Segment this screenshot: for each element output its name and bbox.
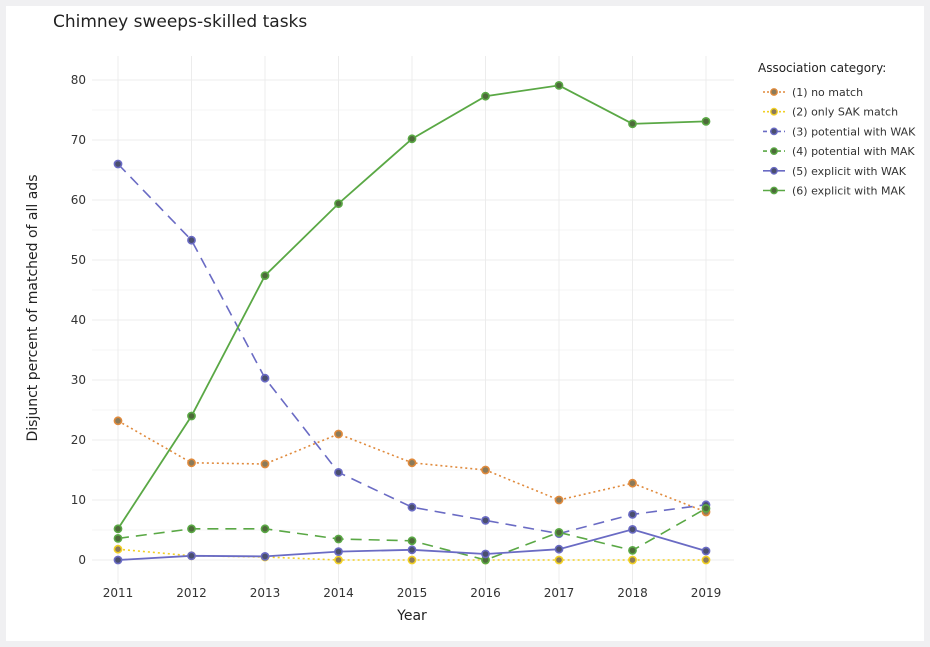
- data-point: [407, 545, 417, 555]
- y-tick-label: 20: [71, 433, 86, 447]
- legend-marker: [770, 127, 778, 136]
- data-point: [113, 555, 123, 565]
- data-point: [628, 555, 637, 565]
- y-tick-label: 50: [71, 253, 86, 267]
- data-point: [407, 502, 417, 512]
- data-point: [260, 271, 270, 280]
- series-line: [117, 548, 706, 561]
- data-point: [113, 534, 123, 543]
- data-point: [554, 528, 564, 537]
- data-point: [187, 411, 196, 421]
- data-point: [334, 199, 343, 208]
- x-tick-label: 2018: [617, 586, 648, 600]
- data-point: [628, 546, 637, 555]
- legend-label: (1) no match: [792, 86, 863, 99]
- data-point: [113, 416, 123, 426]
- x-tick-label: 2019: [691, 586, 722, 600]
- y-tick-labels: 0 10 20 30 40 50 60 70 80: [71, 73, 86, 567]
- legend-label: (4) potential with MAK: [792, 145, 915, 158]
- data-point: [334, 534, 343, 544]
- legend-marker: [770, 166, 778, 175]
- data-point: [701, 555, 711, 565]
- data-point: [407, 134, 417, 144]
- data-point: [628, 119, 637, 129]
- y-tick-label: 70: [71, 133, 86, 147]
- data-point: [334, 547, 343, 556]
- legend-label: (2) only SAK match: [792, 106, 898, 119]
- x-tick-label: 2013: [250, 586, 281, 600]
- data-point: [701, 503, 711, 513]
- data-point: [554, 555, 564, 565]
- chart-panel: Chimney sweeps-skilled tasks 0 10 20 30 40 50…: [6, 6, 924, 641]
- legend-marker: [770, 107, 778, 116]
- data-point: [113, 524, 123, 534]
- legend-label: (6) explicit with MAK: [792, 185, 906, 198]
- data-point: [113, 544, 123, 554]
- data-point: [481, 549, 490, 559]
- y-tick-label: 0: [78, 553, 86, 567]
- data-point: [407, 555, 417, 565]
- y-axis-title: Disjunct percent of matched of all ads: [25, 175, 41, 442]
- data-point: [187, 551, 196, 561]
- data-point: [334, 555, 343, 565]
- x-tick-label: 2017: [544, 586, 575, 600]
- x-axis-title: Year: [396, 608, 427, 624]
- legend-label: (5) explicit with WAK: [792, 165, 907, 178]
- data-point: [187, 524, 196, 534]
- legend-items: (1) no match (2) only SAK match (3) potent…: [763, 86, 916, 198]
- data-point: [628, 478, 637, 488]
- data-point: [113, 159, 123, 169]
- data-point: [260, 373, 270, 383]
- x-tick-label: 2011: [103, 586, 134, 600]
- legend: Association category: (1) no match (2) on…: [758, 61, 916, 198]
- legend-label: (3) potential with WAK: [792, 125, 916, 138]
- y-tick-label: 30: [71, 373, 86, 387]
- x-tick-labels: 2011 2012 2013 2014 2015 2016 2017 2018 2019: [103, 586, 722, 600]
- data-point: [260, 524, 270, 534]
- x-tick-label: 2015: [397, 586, 428, 600]
- data-point: [554, 81, 564, 90]
- legend-title: Association category:: [758, 61, 886, 75]
- legend-marker: [770, 147, 778, 156]
- y-tick-label: 80: [71, 73, 86, 87]
- data-point: [481, 516, 490, 525]
- y-tick-label: 40: [71, 313, 86, 327]
- grid-lines: [92, 56, 734, 584]
- y-tick-label: 60: [71, 193, 86, 207]
- data-point: [628, 525, 637, 534]
- data-point: [554, 495, 564, 505]
- data-point: [334, 429, 343, 439]
- y-tick-label: 10: [71, 493, 86, 507]
- data-point: [481, 91, 490, 101]
- x-tick-label: 2014: [323, 586, 354, 600]
- data-point: [407, 458, 417, 468]
- data-point: [260, 552, 270, 561]
- series-markers: [113, 81, 711, 565]
- data-point: [701, 546, 711, 556]
- data-point: [701, 117, 711, 126]
- x-tick-label: 2012: [176, 586, 207, 600]
- data-point: [554, 544, 564, 554]
- legend-marker: [770, 88, 778, 96]
- legend-marker: [770, 186, 778, 195]
- data-point: [628, 509, 637, 519]
- data-point: [187, 235, 196, 245]
- data-point: [481, 465, 490, 475]
- data-point: [187, 458, 196, 468]
- data-point: [260, 459, 270, 469]
- chart-svg: Chimney sweeps-skilled tasks 0 10 20 30 40 50…: [25, 12, 916, 624]
- x-tick-label: 2016: [470, 586, 501, 600]
- data-point: [334, 467, 343, 477]
- data-point: [407, 536, 417, 546]
- chart-title: Chimney sweeps-skilled tasks: [53, 12, 307, 32]
